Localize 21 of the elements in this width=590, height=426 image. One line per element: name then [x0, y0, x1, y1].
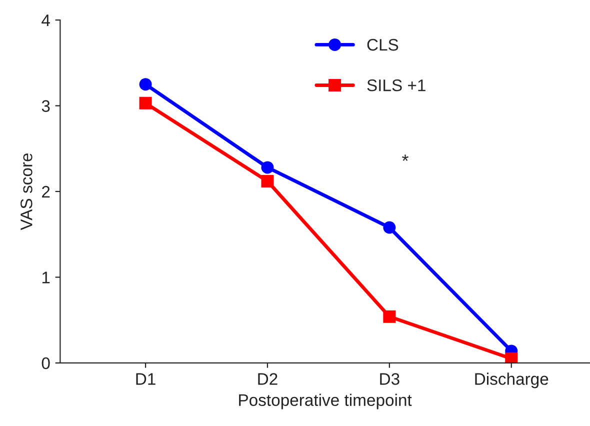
point	[505, 352, 518, 363]
y-tick-label: 0	[42, 357, 50, 370]
point	[383, 310, 396, 323]
point	[383, 221, 396, 234]
annotation: *	[402, 154, 408, 161]
y-tick-label: 3	[42, 100, 50, 112]
y-tick-label: 1	[42, 272, 50, 284]
y-tick-label: 4	[42, 14, 50, 26]
x-axis-title: Postoperative timepoint	[239, 394, 412, 410]
point	[261, 161, 274, 174]
point	[261, 174, 274, 188]
y-tick-label: 2	[42, 186, 50, 198]
y-axis-title: VAS score	[20, 153, 32, 230]
x-tick-label: Discharge	[475, 372, 548, 388]
x-tick-label: D2	[258, 373, 278, 385]
legend-label: CLS	[367, 38, 398, 51]
point	[139, 96, 152, 110]
point	[139, 78, 152, 91]
x-tick-label: D3	[380, 373, 400, 385]
legend-label: SILS +1	[367, 79, 426, 92]
x-tick-label: D1	[136, 373, 156, 385]
